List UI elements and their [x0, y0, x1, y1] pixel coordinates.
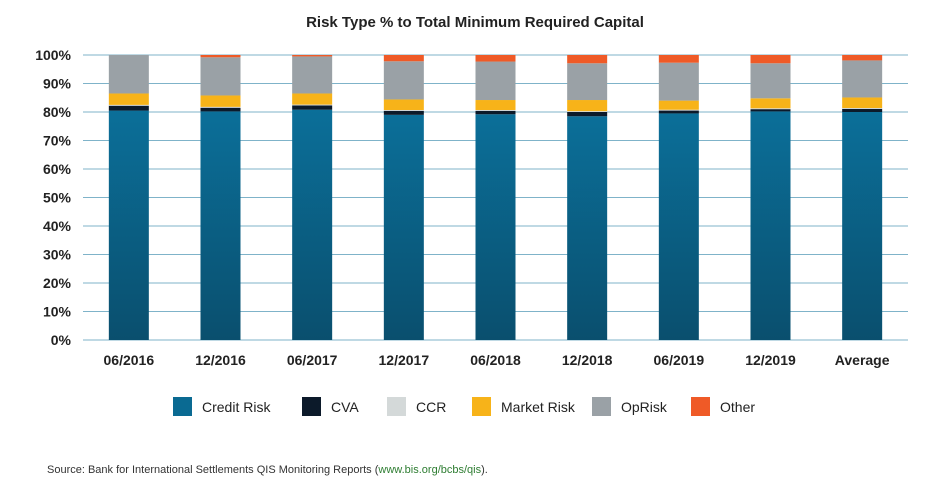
bar-segment-ccr	[292, 104, 333, 106]
bar-segment-oprisk	[658, 62, 699, 101]
legend-label: Credit Risk	[202, 399, 271, 415]
source-suffix: ).	[481, 464, 488, 476]
bar-segment-oprisk	[200, 57, 241, 96]
source-note: Source: Bank for International Settlemen…	[47, 464, 488, 476]
x-tick-label: 06/2019	[654, 352, 705, 368]
legend-swatch	[302, 397, 321, 416]
bar-segment-market-risk	[842, 97, 883, 109]
bar-segment-other	[292, 55, 333, 57]
bar-segment-ccr	[750, 108, 791, 110]
bar-segment-other	[658, 55, 699, 63]
legend-swatch	[387, 397, 406, 416]
bar-segment-market-risk	[108, 93, 149, 105]
x-tick-label: 12/2019	[745, 352, 796, 368]
bar-segment-oprisk	[842, 60, 883, 98]
legend-label: Other	[720, 399, 755, 415]
y-axis-ticks: 0% 10% 20% 30% 40% 50% 60% 70% 80% 90% 100%	[35, 47, 71, 348]
y-tick-label: 30%	[43, 247, 72, 263]
bar-segment-cva	[200, 107, 241, 112]
bar-segment-other	[475, 55, 516, 62]
bar-segment-market-risk	[292, 93, 333, 105]
bar-segment-cva	[475, 110, 516, 115]
legend-swatch	[592, 397, 611, 416]
bar-segment-cva	[567, 112, 608, 117]
bar-segment-ccr	[475, 110, 516, 111]
y-tick-label: 20%	[43, 275, 72, 291]
bar-segment-cva	[750, 109, 791, 112]
chart-title: Risk Type % to Total Minimum Required Ca…	[306, 14, 644, 31]
bar-segment-cva	[842, 108, 883, 112]
bar-segment-other	[750, 55, 791, 64]
legend-label: OpRisk	[621, 399, 668, 415]
bar-segment-other	[383, 55, 424, 62]
bar-segment-credit-risk	[475, 114, 516, 340]
bar-segment-credit-risk	[108, 110, 149, 340]
bar-segment-oprisk	[475, 61, 516, 101]
bar-segment-credit-risk	[842, 112, 883, 340]
bar-segment-credit-risk	[383, 114, 424, 340]
x-axis-ticks: 06/2016 12/2016 06/2017 12/2017 06/2018 12/20…	[104, 352, 890, 368]
x-tick-label: 12/2018	[562, 352, 613, 368]
y-tick-label: 40%	[43, 218, 72, 234]
bar-segment-oprisk	[567, 63, 608, 101]
bar-segment-credit-risk	[567, 116, 608, 341]
bar-segment-ccr	[108, 104, 149, 106]
y-tick-label: 0%	[51, 332, 72, 348]
legend-label: CCR	[416, 399, 446, 415]
x-tick-label: Average	[835, 352, 890, 368]
legend: Credit Risk CVA CCR Market Risk OpRisk Other	[173, 397, 755, 416]
y-tick-label: 100%	[35, 47, 71, 63]
bars	[108, 55, 883, 341]
x-tick-label: 06/2016	[104, 352, 155, 368]
legend-swatch	[173, 397, 192, 416]
bar-segment-ccr	[200, 106, 241, 108]
legend-label: Market Risk	[501, 399, 576, 415]
bar-segment-oprisk	[108, 55, 149, 94]
bar-segment-cva	[108, 105, 149, 111]
bar-segment-market-risk	[383, 99, 424, 111]
stacked-bar-chart: Risk Type % to Total Minimum Required Ca…	[35, 14, 908, 416]
bar-segment-oprisk	[383, 61, 424, 100]
legend-label: CVA	[331, 399, 359, 415]
y-tick-label: 70%	[43, 133, 72, 149]
source-prefix: Source: Bank for International Settlemen…	[47, 464, 379, 476]
bar-segment-cva	[292, 105, 333, 110]
legend-swatch	[691, 397, 710, 416]
bar-segment-ccr	[567, 111, 608, 112]
bar-segment-other	[842, 55, 883, 61]
y-tick-label: 60%	[43, 161, 72, 177]
legend-swatch	[472, 397, 491, 416]
bar-segment-market-risk	[200, 95, 241, 107]
bar-segment-cva	[383, 110, 424, 115]
bar-segment-credit-risk	[200, 111, 241, 341]
bar-segment-oprisk	[750, 63, 791, 99]
bar-segment-market-risk	[750, 98, 791, 109]
bar-segment-cva	[658, 110, 699, 114]
x-tick-label: 06/2018	[470, 352, 521, 368]
y-tick-label: 90%	[43, 76, 72, 92]
bar-segment-other	[200, 55, 241, 58]
x-tick-label: 12/2017	[379, 352, 430, 368]
bar-segment-market-risk	[475, 100, 516, 111]
source-link[interactable]: www.bis.org/bcbs/qis	[378, 464, 482, 476]
x-tick-label: 12/2016	[195, 352, 246, 368]
bar-segment-ccr	[383, 110, 424, 111]
bar-segment-market-risk	[567, 100, 608, 112]
y-tick-label: 10%	[43, 304, 72, 320]
bar-segment-other	[567, 55, 608, 64]
bar-segment-market-risk	[658, 100, 699, 110]
y-tick-label: 50%	[43, 190, 72, 206]
x-tick-label: 06/2017	[287, 352, 338, 368]
bar-segment-ccr	[842, 108, 883, 109]
bar-segment-oprisk	[292, 56, 333, 94]
bar-segment-credit-risk	[750, 111, 791, 341]
y-tick-label: 80%	[43, 104, 72, 120]
bar-segment-credit-risk	[292, 109, 333, 340]
bar-segment-credit-risk	[658, 113, 699, 340]
bar-segment-ccr	[658, 109, 699, 111]
